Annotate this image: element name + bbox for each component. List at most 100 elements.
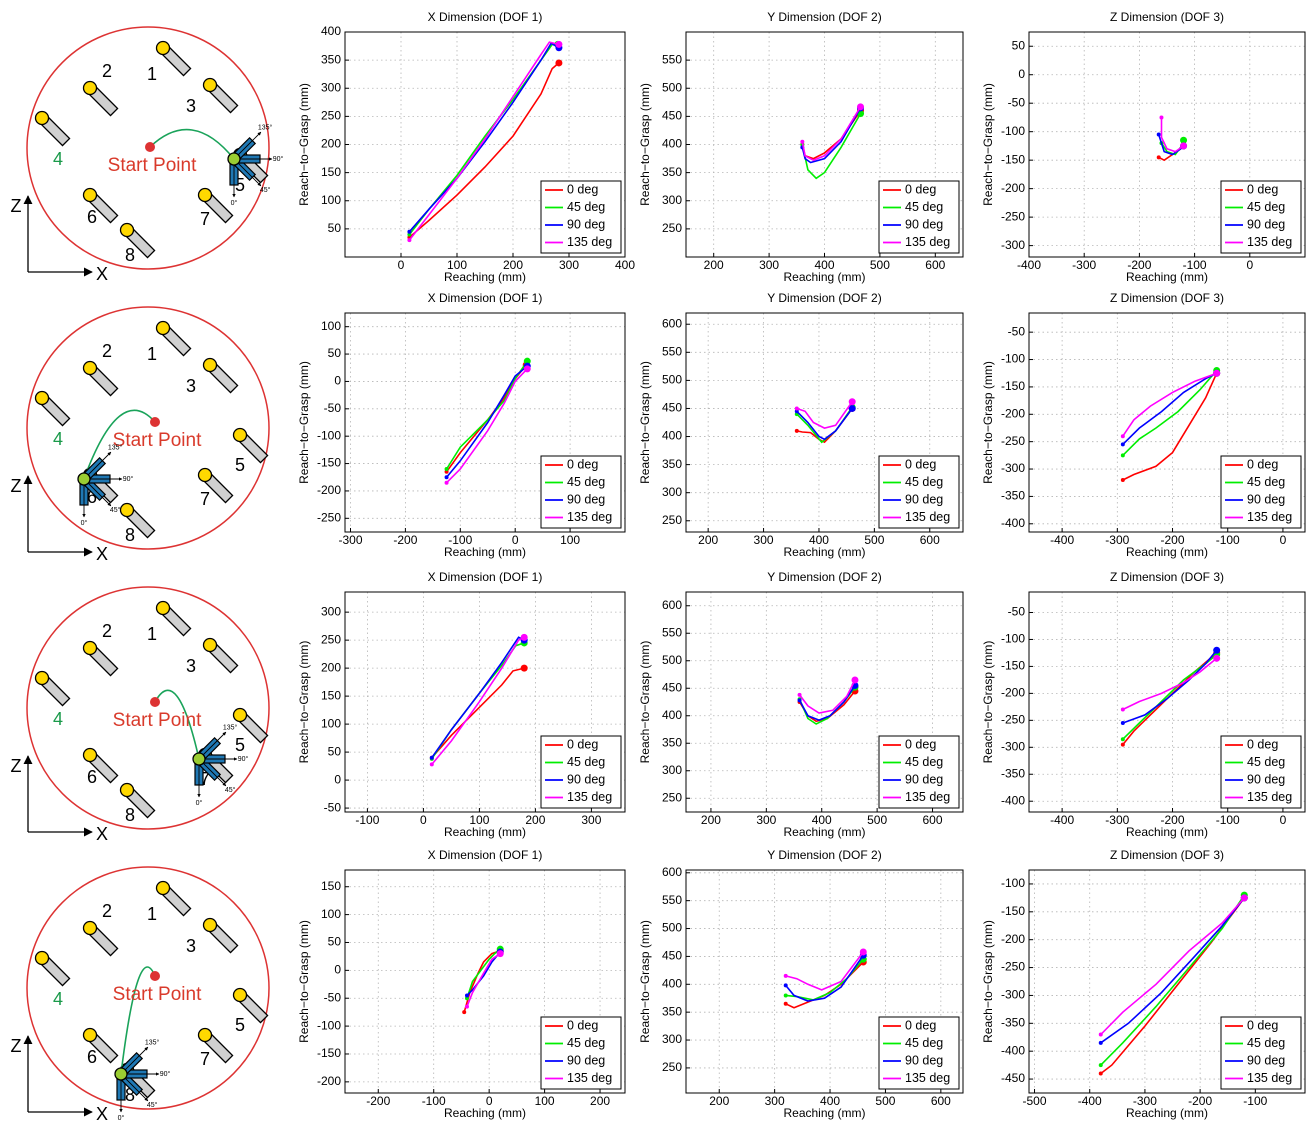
angle-label: 45° — [260, 186, 271, 194]
target-label: 6 — [87, 767, 97, 787]
chart-title: X Dimension (DOF 1) — [428, 10, 543, 24]
target-knob — [119, 502, 135, 518]
start-marker — [1120, 737, 1125, 742]
y-tick-label: -100 — [1001, 352, 1025, 366]
y-tick-label: 600 — [662, 598, 682, 612]
x-tick-label: 400 — [820, 1094, 840, 1108]
y-tick-label: -200 — [317, 483, 341, 497]
start-marker — [429, 755, 434, 760]
target — [155, 880, 192, 917]
legend-label: 45 deg — [567, 200, 605, 214]
y-tick-label: -350 — [1001, 1015, 1025, 1029]
legend-box — [878, 455, 960, 529]
y-tick-label: -150 — [1001, 904, 1025, 918]
y-tick-label: -150 — [317, 456, 341, 470]
target-knob — [34, 670, 50, 686]
series-line — [466, 948, 501, 999]
x-tick-label: 200 — [704, 258, 724, 272]
start-marker — [1120, 721, 1125, 726]
y-tick-label: -250 — [1001, 209, 1025, 223]
x-tick-label: 500 — [867, 813, 887, 827]
legend-label: 90 deg — [567, 217, 605, 231]
target-knob — [232, 427, 248, 443]
end-point — [857, 103, 865, 111]
x-tick-label: 0 — [512, 533, 519, 547]
x-tick-label: 400 — [615, 258, 635, 272]
x-tick-label: 300 — [756, 813, 776, 827]
x-tick-label: -100 — [1243, 1094, 1267, 1108]
x-tick-label: 400 — [814, 258, 834, 272]
target — [34, 110, 71, 147]
chart-title: X Dimension (DOF 1) — [428, 291, 543, 305]
x-tick-label: -100 — [422, 1094, 446, 1108]
target-label: 7 — [200, 769, 210, 789]
y-tick-label: 250 — [662, 221, 682, 235]
reach-path — [83, 409, 156, 480]
target-knob — [82, 187, 98, 203]
y-tick-label: 350 — [662, 735, 682, 749]
y-tick-label: -400 — [1001, 1043, 1025, 1057]
target — [82, 920, 119, 957]
end-point — [851, 676, 859, 684]
x-tick-label: -100 — [1216, 813, 1240, 827]
y-tick-label: -100 — [1001, 124, 1025, 138]
x-tick-label: 0 — [1280, 813, 1287, 827]
end-point — [520, 664, 528, 672]
target-knob — [119, 782, 135, 798]
y-axis-title: Reach−to−Grasp (mm) — [638, 83, 652, 206]
workspace-circle — [26, 306, 270, 550]
start-point — [145, 142, 155, 152]
target — [197, 187, 234, 224]
legend-box — [1220, 735, 1302, 809]
start-marker — [783, 993, 788, 998]
y-tick-label: 150 — [321, 165, 341, 179]
series-line — [1100, 894, 1245, 1066]
y-tick-label: 100 — [321, 907, 341, 921]
start-marker — [1120, 453, 1125, 458]
y-tick-label: 400 — [321, 24, 341, 38]
x-tick-label: 600 — [920, 533, 940, 547]
workspace-circle — [26, 586, 270, 830]
x-axis-title: Reaching (mm) — [783, 545, 865, 559]
target-label: 8 — [125, 245, 135, 265]
target-label: 8 — [125, 525, 135, 545]
series-line — [1122, 657, 1218, 711]
x-axis-label: X — [96, 544, 108, 564]
legend-label: 45 deg — [905, 200, 943, 214]
x-tick-label: -300 — [338, 533, 362, 547]
x-tick-label: -500 — [1023, 1094, 1047, 1108]
legend-label: 90 deg — [905, 1053, 943, 1067]
target — [232, 427, 269, 464]
y-tick-label: 350 — [662, 165, 682, 179]
y-tick-label: -450 — [1001, 1071, 1025, 1085]
hand-center — [192, 752, 206, 766]
x-tick-label: -100 — [355, 813, 379, 827]
start-marker — [407, 232, 412, 237]
end-point — [1213, 369, 1221, 377]
start-point — [150, 697, 160, 707]
start-marker — [783, 983, 788, 988]
y-tick-label: 500 — [662, 653, 682, 667]
x-axis-title: Reaching (mm) — [444, 825, 526, 839]
y-tick-label: 450 — [662, 401, 682, 415]
legend-label: 90 deg — [1247, 217, 1285, 231]
start-marker — [1120, 434, 1125, 439]
chart-title: X Dimension (DOF 1) — [428, 570, 543, 584]
target — [119, 502, 156, 539]
target — [34, 670, 71, 707]
y-tick-label: 200 — [321, 660, 341, 674]
target-knob — [34, 390, 50, 406]
start-marker — [1098, 1040, 1103, 1045]
reach-path — [154, 689, 200, 760]
x-tick-label: -200 — [1161, 533, 1185, 547]
legend-label: 0 deg — [1247, 1018, 1278, 1032]
target — [202, 637, 239, 674]
y-tick-label: 200 — [321, 137, 341, 151]
start-marker — [464, 1004, 469, 1009]
start-point — [150, 971, 160, 981]
angle-label: 0° — [196, 799, 203, 807]
x-tick-label: 200 — [590, 1094, 610, 1108]
y-tick-label: 500 — [662, 373, 682, 387]
plot-frame — [1028, 312, 1306, 533]
